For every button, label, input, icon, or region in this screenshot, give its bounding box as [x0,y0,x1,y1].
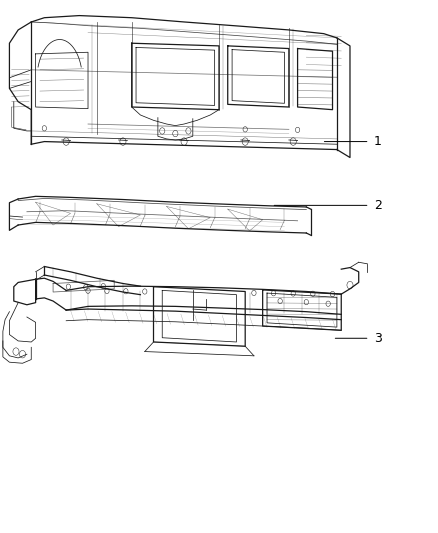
Text: 3: 3 [374,332,382,345]
Text: 1: 1 [374,135,382,148]
Text: 2: 2 [374,199,382,212]
